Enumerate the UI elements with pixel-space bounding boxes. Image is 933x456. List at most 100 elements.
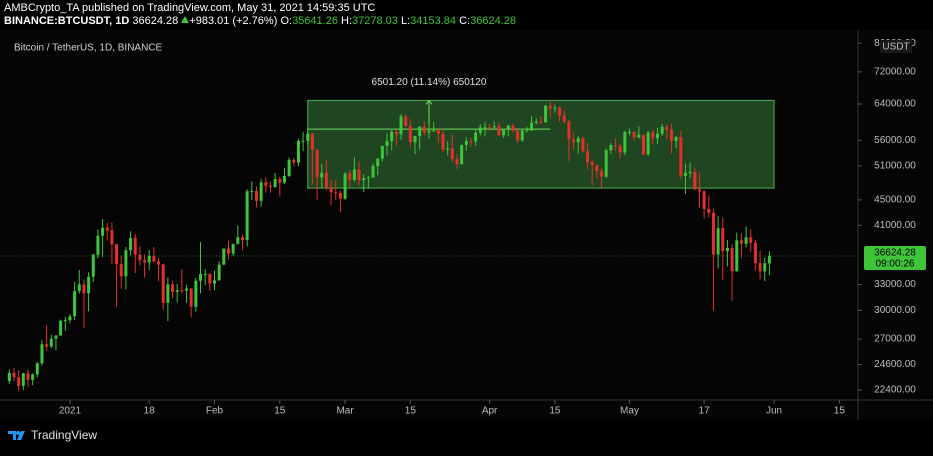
- candle-body: [301, 140, 305, 142]
- candle-body: [586, 151, 590, 163]
- candle-body: [371, 166, 375, 178]
- candle-body: [609, 145, 613, 151]
- candle-body: [203, 273, 207, 275]
- y-tick-label: 51000.00: [874, 160, 916, 171]
- y-tick-label: 41000.00: [874, 220, 916, 231]
- candle-body: [273, 178, 277, 187]
- candle-body: [534, 121, 538, 123]
- candle-body: [236, 237, 240, 244]
- candle-body: [338, 192, 342, 199]
- candle-body: [40, 344, 44, 364]
- candle-body: [185, 288, 189, 291]
- candle-body: [152, 255, 156, 262]
- candle-body: [567, 121, 571, 140]
- c-label: C:: [459, 15, 471, 27]
- candle-body: [502, 129, 506, 136]
- y-tick-label: 33000.00: [874, 279, 916, 290]
- candle-body: [749, 237, 753, 243]
- open: 35641.26: [292, 15, 338, 27]
- range-box: [307, 99, 775, 189]
- candle-body: [669, 129, 673, 142]
- candle-body: [21, 373, 25, 386]
- candle-body: [674, 136, 678, 142]
- candle-body: [665, 126, 669, 130]
- x-tick-label: May: [620, 406, 639, 417]
- candle-body: [245, 191, 249, 240]
- candle-body: [730, 248, 734, 272]
- candle-body: [226, 248, 230, 254]
- candle-body: [404, 116, 408, 127]
- candle-body: [655, 133, 659, 139]
- candle-body: [418, 126, 422, 137]
- candle-body: [357, 169, 361, 181]
- candle-body: [516, 130, 520, 141]
- candle-body: [147, 255, 151, 263]
- x-tick-label: Feb: [206, 406, 224, 417]
- candle-body: [758, 263, 762, 272]
- x-tick-label: 15: [274, 406, 286, 417]
- chart: Bitcoin / TetherUS, 1D, BINANCE 22400.00…: [0, 30, 933, 420]
- change: +983.01 (+2.76%): [189, 15, 278, 27]
- candle-body: [45, 344, 49, 347]
- candle-body: [520, 130, 524, 141]
- x-tick-label: 18: [144, 406, 156, 417]
- candle-body: [96, 235, 100, 255]
- candle-body: [628, 131, 632, 133]
- candle-body: [581, 138, 585, 152]
- brand[interactable]: TradingView: [31, 428, 98, 442]
- candle-body: [348, 173, 352, 180]
- candle-body: [217, 264, 221, 281]
- candle-body: [101, 227, 105, 236]
- x-tick-label: Apr: [482, 406, 498, 417]
- candle-body: [12, 372, 16, 378]
- candle-body: [161, 264, 165, 303]
- candle-body: [119, 264, 123, 277]
- candle-body: [166, 284, 170, 303]
- candle-body: [189, 288, 193, 307]
- candle-body: [240, 237, 244, 240]
- measure-arrow-head: [425, 99, 433, 105]
- l-label: L:: [400, 15, 411, 27]
- candle-body: [68, 316, 72, 321]
- candle-body: [623, 132, 627, 153]
- last-price: 36624.28: [132, 15, 179, 27]
- candle-body: [324, 172, 328, 188]
- candle-body: [49, 338, 53, 347]
- currency: USDT: [882, 42, 909, 53]
- candle-body: [390, 131, 394, 142]
- candle-body: [315, 149, 319, 178]
- candle-body: [637, 134, 641, 138]
- candle-body: [702, 191, 706, 209]
- y-tick-label: 56000.00: [874, 135, 916, 146]
- candle-body: [143, 260, 147, 263]
- candle-body: [82, 284, 86, 294]
- candle-body: [320, 172, 324, 178]
- candle-body: [707, 208, 711, 213]
- x-tick-label: 2021: [59, 406, 82, 417]
- candle-body: [753, 242, 757, 264]
- currency-box: [880, 40, 912, 53]
- candle-body: [511, 125, 515, 131]
- y-tick-label: 27000.00: [874, 334, 916, 345]
- candle-body: [343, 173, 347, 199]
- candle-body: [110, 230, 114, 245]
- candle-body: [310, 133, 314, 150]
- candle-body: [296, 140, 300, 163]
- candle-body: [427, 130, 431, 133]
- candle-body: [115, 244, 119, 265]
- candle-body: [595, 165, 599, 171]
- candle-body: [455, 158, 459, 165]
- chart-bg: [0, 30, 933, 420]
- candle-body: [506, 125, 510, 130]
- candle-body: [138, 254, 142, 261]
- candle-body: [231, 243, 235, 254]
- candle-body: [208, 273, 212, 284]
- candle-body: [618, 145, 622, 153]
- candle-body: [105, 227, 109, 231]
- candle-body: [497, 126, 501, 136]
- x-tick-label: Mar: [336, 406, 354, 417]
- candle-body: [614, 145, 618, 147]
- y-tick-label: 64000.00: [874, 99, 916, 110]
- publisher: AMBCrypto_TA published on TradingView.co…: [4, 2, 376, 14]
- quote-line: BINANCE:BTCUSDT, 1D 36624.28 +983.01 (+2…: [4, 15, 516, 28]
